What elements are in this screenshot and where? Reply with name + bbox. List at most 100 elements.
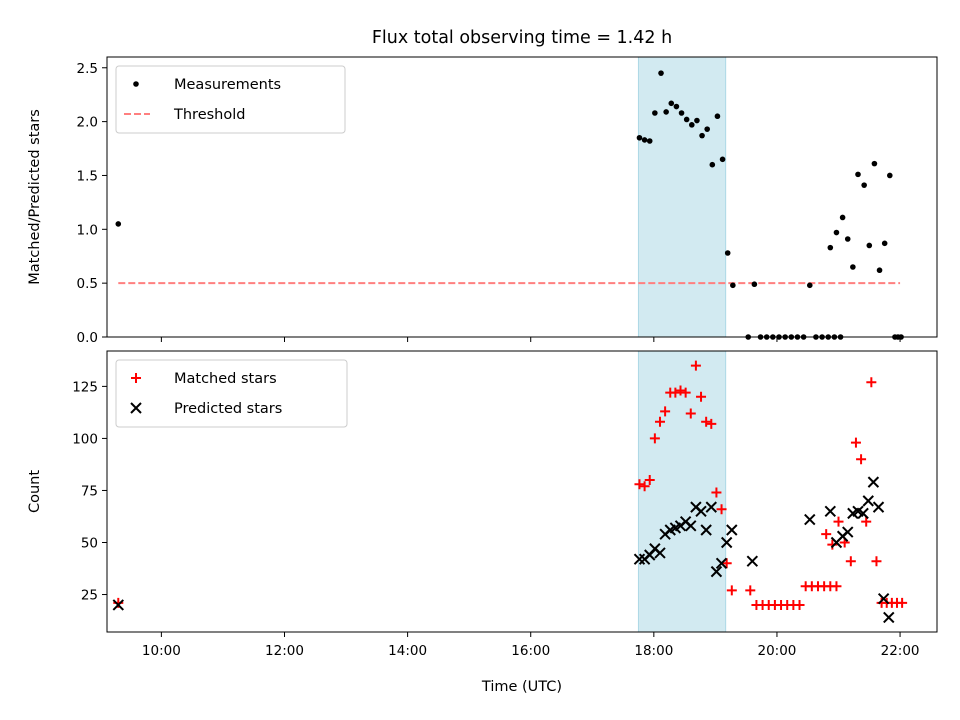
predicted-point [705,501,717,513]
x-tick-label: 20:00 [757,643,796,659]
matched-point [634,479,645,490]
matched-point [871,556,882,567]
matched-point [716,504,727,515]
measurement-point [663,109,669,115]
matched-point [690,360,701,371]
measurement-point [678,110,685,116]
predicted-point [824,505,837,517]
x-tick-label: 22:00 [881,643,920,659]
measurement-point [833,229,840,236]
measurement-point [861,182,867,188]
x-tick-label: 12:00 [265,643,304,659]
matched-point [644,475,655,486]
matched-point [675,385,686,396]
x-tick-label: 10:00 [142,643,181,659]
measurement-point [751,281,758,288]
legend-matched-marker [131,373,141,383]
x-tick-label: 14:00 [388,643,427,659]
matched-point [639,481,650,492]
measurement-point [881,240,888,247]
y-tick-label: 25 [81,588,98,604]
predicted-point [710,565,723,578]
measurement-point [827,244,834,251]
predicted-point [877,592,890,605]
measurement-point [839,214,846,221]
measurement-point [724,250,731,256]
matched-point [745,585,756,596]
measurement-point [688,122,695,128]
measurement-point [876,267,883,274]
predicted-point [883,611,895,624]
predicted-point [720,536,733,549]
predicted-point [700,524,712,536]
predicted-point [685,520,697,532]
matched-point [794,599,805,610]
y-tick-label: 1.5 [77,168,98,184]
predicted-point [695,505,707,517]
measurement-point [115,221,122,227]
legend-measurement-marker [133,81,139,87]
predicted-point [872,501,885,513]
predicted-point [862,495,874,507]
chart-title: Flux total observing time = 1.42 h [372,28,672,48]
legend-label: Threshold [173,107,245,123]
measurement-point [652,110,658,116]
y-tick-label: 0.0 [77,330,98,346]
predicted-point [633,553,646,565]
matched-point [861,516,872,527]
measurement-point [866,242,873,249]
axes-frame [106,350,938,633]
measurement-point [668,100,675,107]
axes-frame [106,56,938,338]
matched-point [866,377,877,388]
legend-predicted-marker [130,402,142,414]
matched-point [680,387,691,398]
legend-label: Measurements [174,77,281,93]
matched-point [850,437,861,448]
legend-label: Matched stars [174,371,277,387]
y-tick-label: 125 [72,379,98,395]
predicted-point [715,557,728,570]
measurement-point [806,282,813,289]
y-tick-label: 50 [81,535,98,551]
predicted-point [746,555,759,567]
x-axis-label: Time (UTC) [481,679,562,695]
measurement-point [636,134,643,141]
shaded-span [638,351,726,632]
predicted-point [804,513,816,526]
measurement-point [709,161,716,168]
y-tick-label: 1.0 [77,222,98,238]
measurement-point [730,282,736,289]
matched-point [701,416,712,427]
measurement-point [704,126,710,132]
series-0 [113,360,908,610]
y-tick-label: 75 [81,483,98,499]
matched-point [721,558,732,569]
matched-point [856,454,867,465]
measurement-point [855,171,861,178]
measurement-point [658,70,664,76]
legend-box [115,65,346,134]
measurement-point [699,132,705,139]
measurement-point [683,116,690,123]
y-axis-label: Matched/Predicted stars [27,109,43,285]
measurement-point [673,103,680,110]
legend-box [115,359,348,428]
y-axis-label: Count [27,470,43,513]
predicted-point [112,599,124,611]
matched-point [685,408,696,419]
y-tick-label: 2.0 [77,115,98,131]
predicted-point [726,524,738,536]
predicted-point [867,476,880,488]
matched-point [696,391,707,402]
measurement-point [887,172,893,179]
x-tick-label: 16:00 [511,643,550,659]
matched-point [711,487,722,498]
top-panel: 0.0 0.5 1.0 1.5 2.0 2.5 Matched/Predicted star… [27,56,938,346]
measurement-point [694,117,700,124]
measurement-point [719,156,726,163]
measurement-point [714,113,721,120]
matched-point [726,585,737,596]
measurement-point [844,236,851,242]
